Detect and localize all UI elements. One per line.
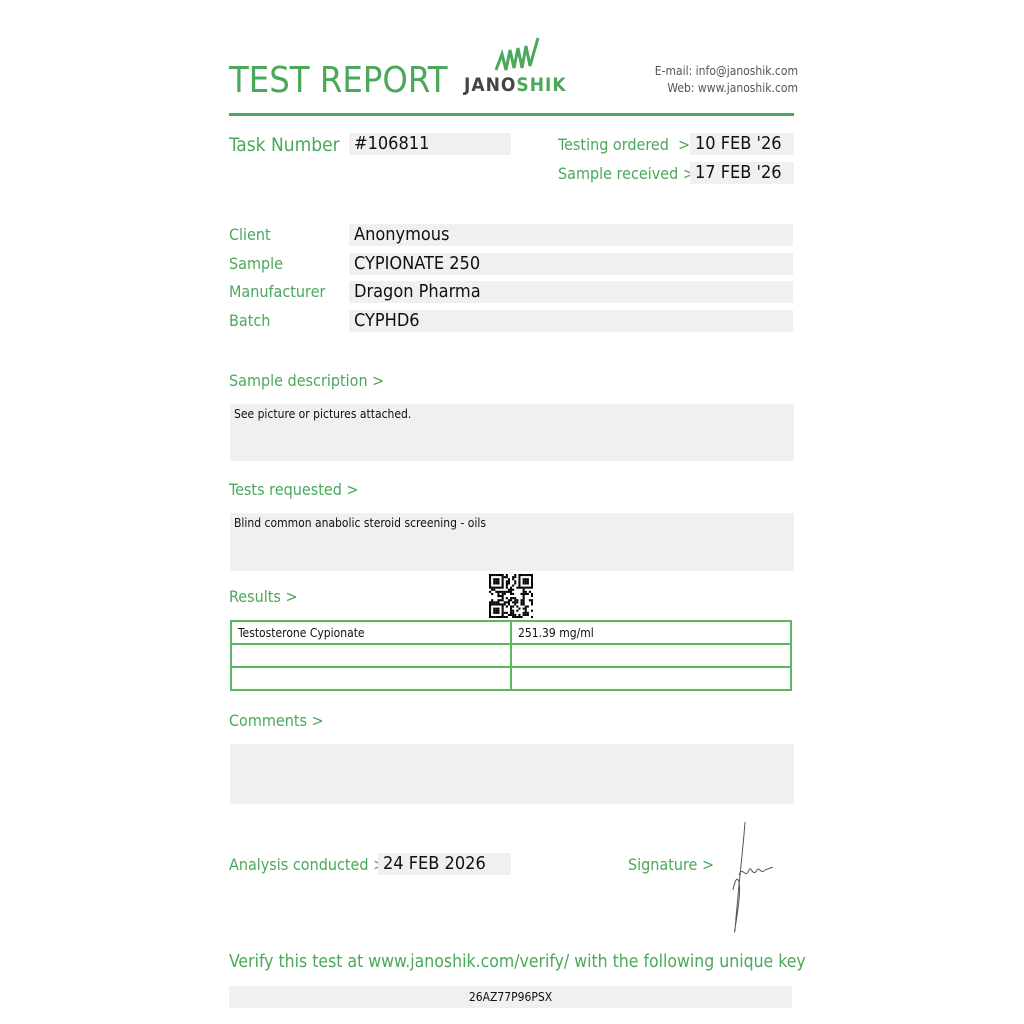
- task-number-value: #106811: [349, 133, 511, 155]
- task-number-label: Task Number: [229, 134, 340, 156]
- tests-requested-value: Blind common anabolic steroid screening …: [230, 513, 794, 571]
- contact-email: E-mail: info@janoshik.com: [654, 64, 798, 78]
- field-label-0: Client: [229, 225, 271, 244]
- results-row: [230, 643, 792, 668]
- field-label-2: Manufacturer: [229, 282, 326, 301]
- testing-ordered-value: 10 FEB '26: [690, 133, 794, 155]
- field-value-1: CYPIONATE 250: [349, 253, 793, 275]
- janoshik-logo: JANOSHIK: [464, 36, 567, 96]
- tests-requested-label: Tests requested >: [229, 480, 359, 499]
- results-table: Testosterone Cypionate 251.39 mg/ml: [230, 620, 792, 691]
- field-label-3: Batch: [229, 311, 271, 330]
- sample-received-label: Sample received >: [558, 164, 695, 183]
- comments-label: Comments >: [229, 711, 324, 730]
- comments-value: [230, 744, 794, 804]
- results-row: [230, 666, 792, 691]
- compound-cell: Testosterone Cypionate: [230, 620, 512, 645]
- compound-cell: [230, 643, 512, 668]
- qr-code[interactable]: [489, 574, 533, 618]
- analysis-conducted-value: 24 FEB 2026: [378, 853, 511, 875]
- contact-web: Web: www.janoshik.com: [667, 81, 798, 95]
- testing-ordered-label: Testing ordered >: [558, 135, 691, 154]
- logo-text-jano: JANO: [464, 74, 517, 96]
- amount-cell: 251.39 mg/ml: [510, 620, 792, 645]
- report-title: TEST REPORT: [229, 60, 448, 101]
- field-value-3: CYPHD6: [349, 310, 793, 332]
- sample-description-value: See picture or pictures attached.: [230, 404, 794, 461]
- compound-cell: [230, 666, 512, 691]
- sample-received-value: 17 FEB '26: [690, 162, 794, 184]
- field-value-2: Dragon Pharma: [349, 281, 793, 303]
- sample-description-label: Sample description >: [229, 371, 385, 390]
- logo-text-shik: SHIK: [516, 74, 567, 96]
- signature-image: [732, 821, 774, 933]
- results-label: Results >: [229, 587, 298, 606]
- signature-label: Signature >: [628, 855, 715, 874]
- analysis-conducted-label: Analysis conducted >: [229, 855, 386, 874]
- logo-chart-icon: [494, 37, 540, 71]
- amount-cell: [510, 643, 792, 668]
- field-label-1: Sample: [229, 254, 283, 273]
- verify-key: 26AZ77P96PSX: [229, 986, 792, 1008]
- amount-cell: [510, 666, 792, 691]
- verify-text: Verify this test at www.janoshik.com/ver…: [229, 952, 806, 972]
- results-row: Testosterone Cypionate 251.39 mg/ml: [230, 620, 792, 645]
- field-value-0: Anonymous: [349, 224, 793, 246]
- header-divider: [229, 113, 794, 116]
